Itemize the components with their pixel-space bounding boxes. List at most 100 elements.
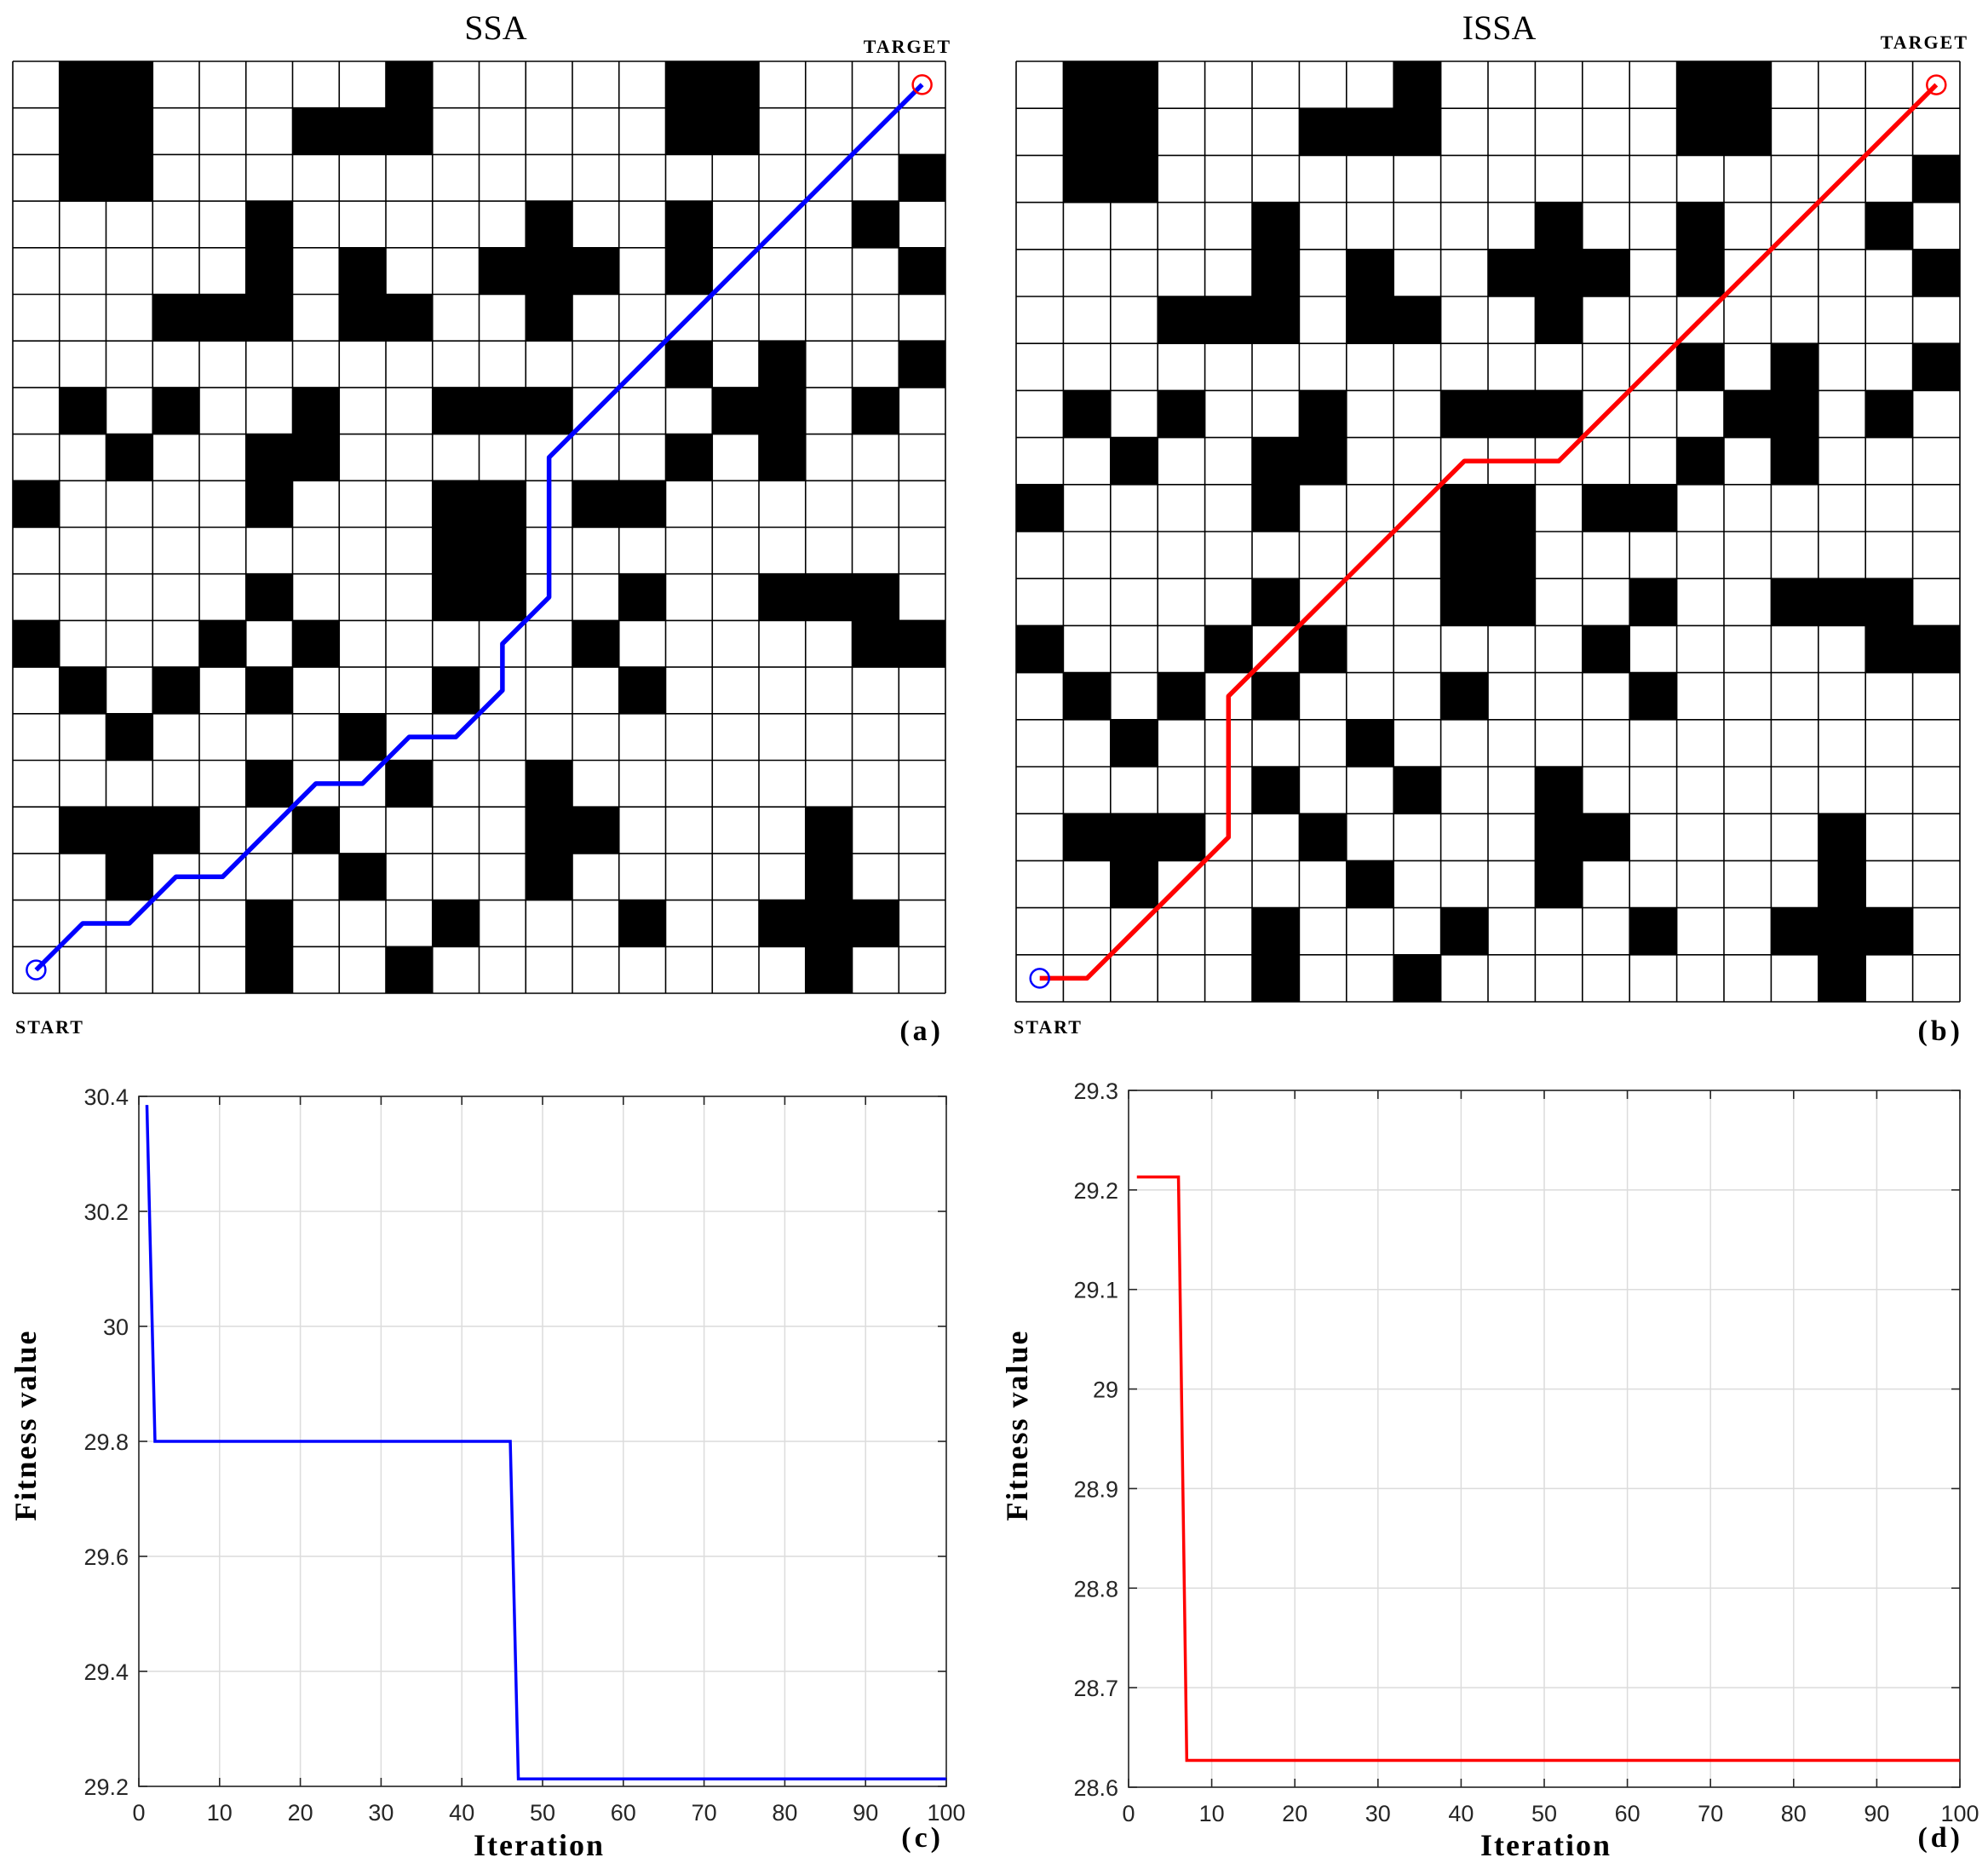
- y-tick-label: 29.8: [83, 1429, 129, 1455]
- obstacle-cell: [13, 480, 60, 528]
- obstacle-cell: [899, 154, 946, 202]
- obstacle-cell: [899, 247, 946, 295]
- obstacle-cell: [1440, 672, 1489, 721]
- obstacle-cell: [1158, 296, 1206, 344]
- obstacle-cell: [1158, 390, 1206, 439]
- obstacle-cell: [1440, 390, 1489, 439]
- obstacle-cell: [245, 247, 293, 295]
- obstacle-cell: [432, 480, 480, 528]
- x-tick-label: 100: [927, 1800, 965, 1826]
- y-tick-label: 30.2: [83, 1199, 129, 1225]
- chart-d: 0 10 20 30 40 50 60 70 80 90 100 28.6 28.7 28.8 28.9 29…: [1073, 1078, 1979, 1826]
- y-tick-label: 29.2: [1073, 1178, 1118, 1204]
- map-b-target-label: TARGET: [1881, 32, 1968, 53]
- x-tick-label: 70: [692, 1800, 717, 1826]
- obstacle-cell: [665, 247, 713, 295]
- obstacle-cell: [1865, 907, 1914, 956]
- obstacle-cell: [1488, 578, 1536, 626]
- obstacle-cell: [1912, 155, 1961, 204]
- obstacle-cell: [106, 154, 153, 202]
- obstacle-cell: [1535, 767, 1583, 814]
- obstacle-cell: [852, 620, 899, 668]
- obstacle-cell: [1488, 249, 1536, 297]
- obstacle-cell: [759, 434, 807, 481]
- map-b-grid: [1015, 60, 1961, 1003]
- obstacle-cell: [59, 61, 106, 109]
- y-tick-label: 30.4: [83, 1084, 129, 1110]
- obstacle-cell: [1676, 249, 1725, 297]
- x-tick-label: 90: [1864, 1801, 1889, 1826]
- obstacle-cell: [1346, 860, 1394, 909]
- obstacle-cell: [1535, 249, 1583, 297]
- y-tick-label: 28.8: [1073, 1576, 1118, 1602]
- obstacle-cell: [1393, 954, 1442, 1003]
- map-b-panel-label: (b): [1917, 1015, 1963, 1047]
- obstacle-cell: [245, 434, 293, 481]
- obstacle-cell: [245, 573, 293, 621]
- obstacle-cell: [1676, 61, 1725, 109]
- obstacle-cell: [1204, 296, 1253, 344]
- obstacle-cell: [1818, 860, 1866, 909]
- obstacle-cell: [1204, 625, 1253, 674]
- obstacle-cell: [1582, 484, 1630, 532]
- x-tick-label: 50: [1531, 1801, 1557, 1826]
- obstacle-cell: [1676, 437, 1725, 486]
- obstacle-cell: [152, 667, 200, 715]
- obstacle-cell: [1771, 578, 1819, 626]
- obstacle-cell: [479, 527, 526, 575]
- obstacle-cell: [1252, 202, 1300, 250]
- obstacle-cell: [1393, 61, 1442, 109]
- obstacle-cell: [1346, 108, 1394, 156]
- x-tick-label: 30: [1365, 1801, 1391, 1826]
- y-tick-label: 29.1: [1073, 1278, 1118, 1303]
- obstacle-cell: [1299, 390, 1347, 439]
- y-tick-label: 29.4: [83, 1659, 129, 1685]
- obstacle-cell: [292, 434, 340, 481]
- y-tick-label: 29: [1093, 1377, 1118, 1403]
- obstacle-cell: [1110, 719, 1158, 768]
- y-tick-label: 29.3: [1073, 1078, 1118, 1104]
- obstacle-cell: [1110, 860, 1158, 909]
- obstacle-cell: [1676, 343, 1725, 391]
- obstacle-cell: [1299, 437, 1347, 486]
- y-tick-label: 30: [103, 1314, 129, 1340]
- obstacle-cell: [1724, 390, 1772, 439]
- obstacle-cell: [805, 900, 853, 947]
- obstacle-cell: [1252, 907, 1300, 956]
- map-a-panel-label: (a): [899, 1015, 944, 1047]
- obstacle-cell: [432, 667, 480, 715]
- obstacle-cell: [1252, 672, 1300, 721]
- obstacle-cell: [1629, 484, 1678, 532]
- obstacle-cell: [1582, 249, 1630, 297]
- obstacle-cell: [1063, 390, 1112, 439]
- x-tick-label: 40: [1448, 1801, 1474, 1826]
- obstacle-cell: [572, 247, 620, 295]
- obstacle-cell: [106, 807, 153, 854]
- obstacle-cell: [199, 294, 247, 342]
- obstacle-cell: [1393, 108, 1442, 156]
- obstacle-cell: [1676, 108, 1725, 156]
- chart-d-xlabel: Iteration: [1480, 1828, 1612, 1862]
- obstacle-cell: [759, 341, 807, 388]
- obstacle-cell: [245, 946, 293, 994]
- obstacle-cell: [1912, 343, 1961, 391]
- obstacle-cell: [339, 853, 387, 901]
- obstacle-cell: [1252, 484, 1300, 532]
- obstacle-cell: [1488, 390, 1536, 439]
- obstacle-cell: [386, 107, 434, 155]
- x-tick-label: 60: [611, 1800, 636, 1826]
- obstacle-cell: [805, 807, 853, 854]
- x-tick-label: 0: [132, 1800, 145, 1826]
- x-tick-label: 70: [1698, 1801, 1723, 1826]
- obstacle-cell: [759, 387, 807, 435]
- obstacle-cell: [1912, 249, 1961, 297]
- obstacle-cell: [13, 620, 60, 668]
- obstacle-cell: [1865, 202, 1914, 250]
- obstacle-cell: [665, 201, 713, 249]
- obstacle-cell: [339, 713, 387, 761]
- obstacle-cell: [1535, 814, 1583, 861]
- obstacle-cell: [106, 853, 153, 901]
- obstacle-cell: [1252, 249, 1300, 297]
- x-tick-label: 100: [1940, 1801, 1979, 1826]
- obstacle-cell: [899, 620, 946, 668]
